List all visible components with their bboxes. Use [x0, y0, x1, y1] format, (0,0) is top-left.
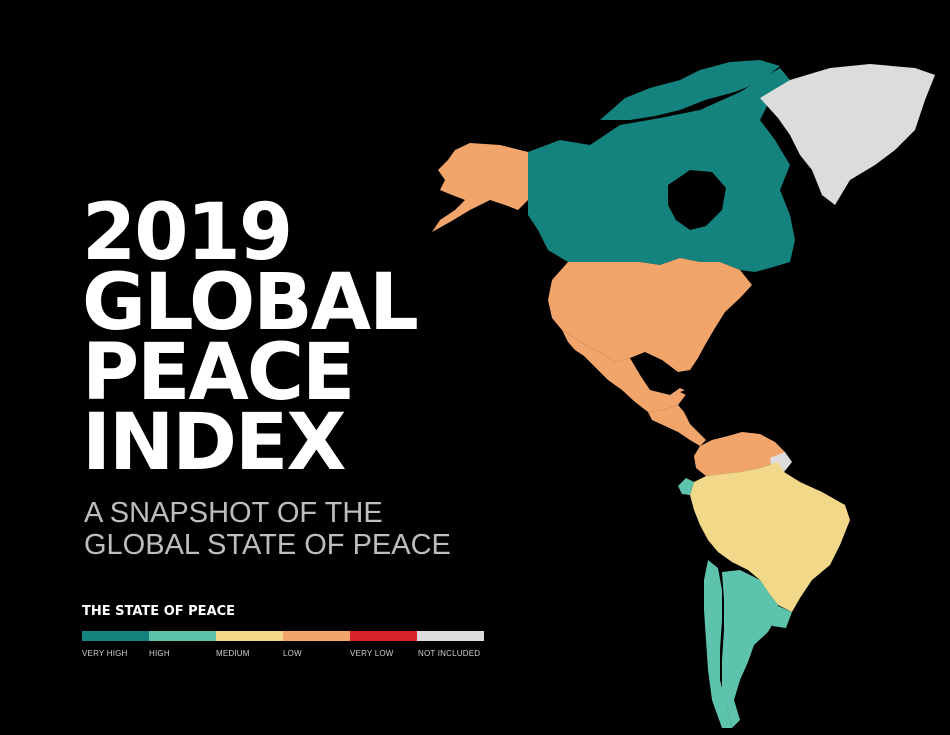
title-line-year: 2019 — [82, 188, 293, 278]
region-uruguay — [772, 605, 792, 628]
subtitle-line-1: A SNAPSHOT OF THE — [84, 497, 383, 529]
legend-swatch-very-high — [82, 631, 149, 641]
legend-label-not-included: NOT INCLUDED — [418, 649, 481, 658]
legend-swatch-high — [149, 631, 216, 641]
title-line-global: GLOBAL — [82, 258, 419, 348]
legend-title: THE STATE OF PEACE — [82, 604, 236, 619]
page-title: 2019 GLOBAL PEACE INDEX — [82, 188, 419, 488]
legend: THE STATE OF PEACE VERY HIGH HIGH MEDIUM… — [82, 604, 484, 663]
region-central-america — [648, 405, 706, 446]
region-colombia-venezuela — [694, 432, 785, 476]
legend-swatch-medium — [216, 631, 283, 641]
legend-label-very-low: VERY LOW — [350, 649, 394, 658]
region-argentina — [722, 570, 778, 728]
legend-labels: VERY HIGH HIGH MEDIUM LOW VERY LOW NOT I… — [82, 649, 484, 663]
title-line-index: INDEX — [82, 398, 346, 488]
legend-label-high: HIGH — [149, 649, 170, 658]
region-canada — [528, 68, 795, 272]
title-line-peace: PEACE — [82, 328, 355, 418]
subtitle: A SNAPSHOT OF THE GLOBAL STATE OF PEACE — [84, 497, 451, 561]
region-greenland — [760, 64, 935, 205]
subtitle-line-2: GLOBAL STATE OF PEACE — [84, 529, 451, 561]
region-brazil — [690, 462, 850, 612]
hudson-bay — [668, 170, 726, 230]
legend-label-medium: MEDIUM — [216, 649, 250, 658]
region-alaska — [432, 143, 528, 232]
region-ecuador — [678, 478, 694, 495]
region-mexico — [562, 330, 688, 412]
region-caribbean — [680, 385, 752, 412]
legend-swatch-not-included — [417, 631, 484, 641]
region-usa — [548, 258, 752, 372]
legend-bar — [82, 631, 484, 641]
region-canada-islands — [600, 60, 780, 120]
legend-swatch-low — [283, 631, 350, 641]
legend-label-low: LOW — [283, 649, 302, 658]
legend-swatch-very-low — [350, 631, 417, 641]
region-chile — [704, 560, 732, 728]
legend-label-very-high: VERY HIGH — [82, 649, 128, 658]
